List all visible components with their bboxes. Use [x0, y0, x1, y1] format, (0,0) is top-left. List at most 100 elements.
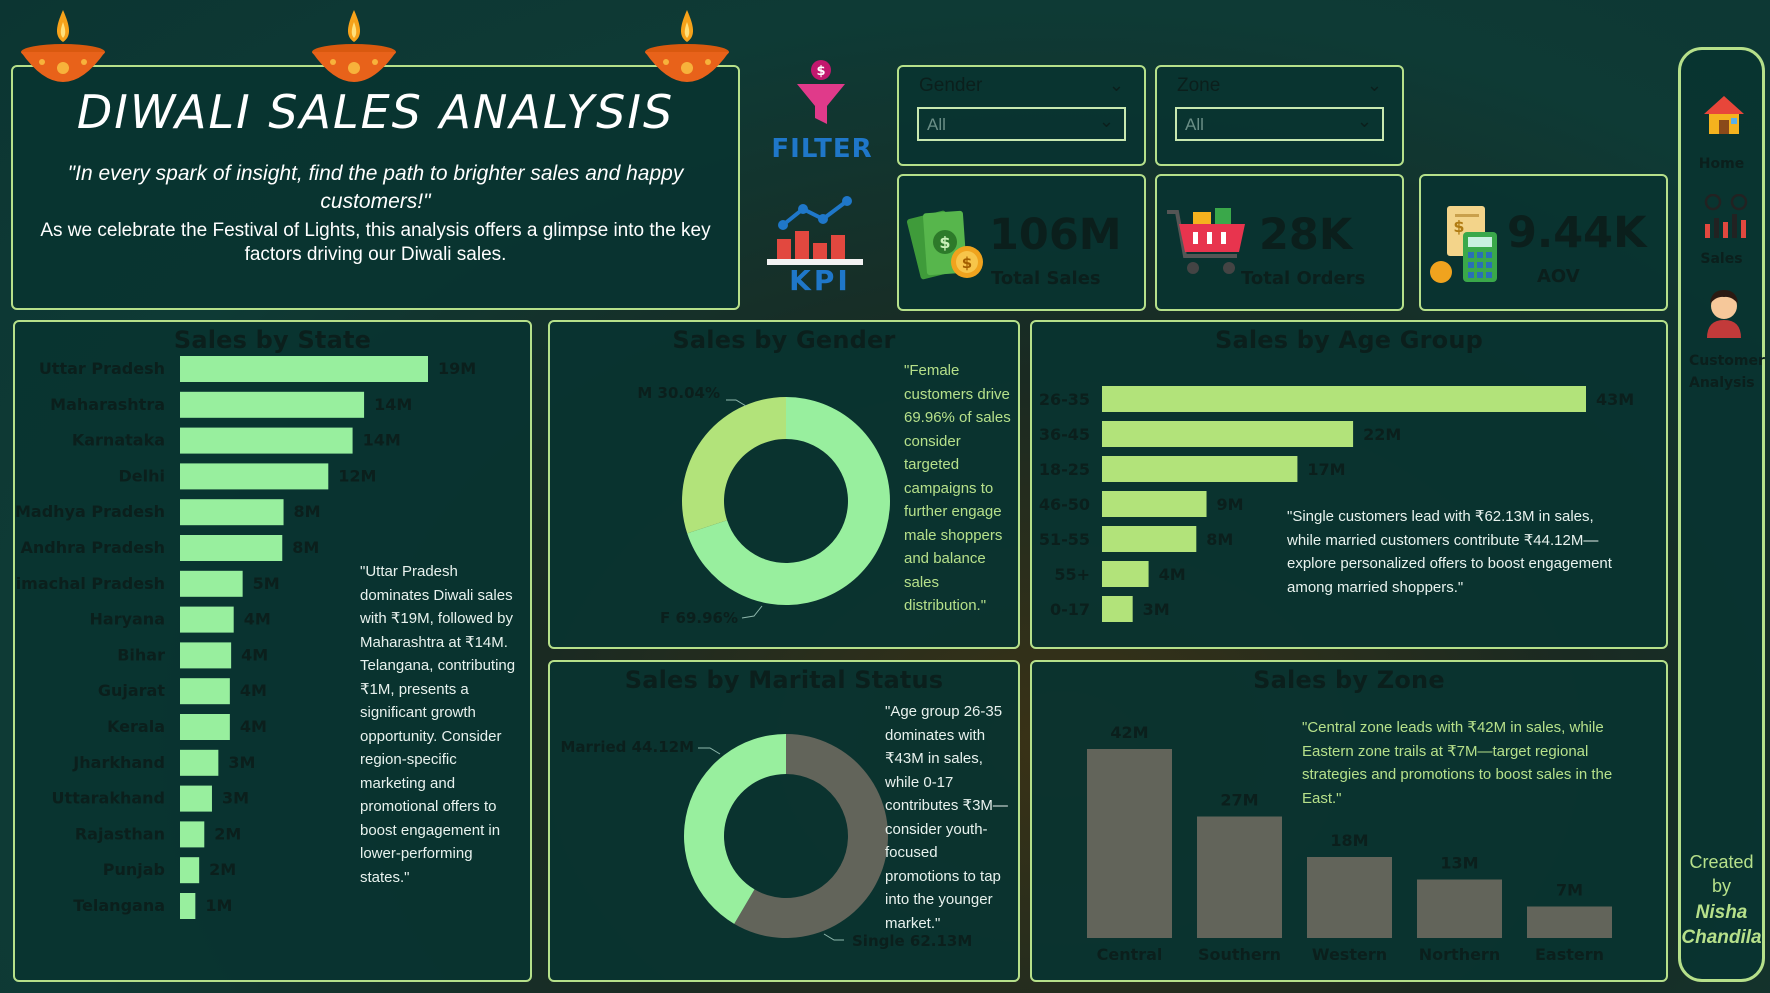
credit-name-last: Chandila	[1681, 927, 1762, 948]
zone-slicer[interactable]: Zone ⌄ All ⌄	[1155, 65, 1404, 166]
gender-dropdown-value: All	[927, 115, 946, 134]
bar	[1527, 906, 1612, 938]
leader-line	[823, 933, 844, 941]
gender-dropdown[interactable]: All ⌄	[917, 107, 1126, 141]
bar	[180, 499, 284, 526]
category-label: 51-55	[1039, 530, 1090, 549]
data-label: 8M	[294, 502, 321, 521]
credit-by: by	[1711, 876, 1731, 896]
kpi-value: 28K	[1259, 210, 1353, 260]
category-label: Himachal Pradesh	[15, 574, 165, 593]
bar	[180, 463, 329, 490]
data-label: 8M	[292, 538, 319, 557]
category-label: Uttarakhand	[52, 789, 165, 808]
category-label: Jharkhand	[72, 753, 165, 772]
category-label: Rajasthan	[75, 824, 165, 843]
data-label: 17M	[1307, 460, 1345, 479]
marital-panel: Sales by Marital Status Single 62.13M Mar…	[548, 660, 1020, 982]
zone-bar-chart: 42M Central 27M Southern 18M Western 13M Northe…	[1087, 723, 1612, 964]
data-label: Single 62.13M	[852, 932, 972, 950]
marital-donut-chart: Single 62.13M Married 44.12M	[561, 734, 972, 950]
bar	[1417, 879, 1502, 938]
category-label: Madhya Pradesh	[15, 502, 165, 521]
chevron-down-icon[interactable]: ⌄	[1356, 111, 1372, 131]
category-label: Gujarat	[98, 681, 165, 700]
data-label: 27M	[1220, 791, 1258, 810]
category-label: Uttar Pradesh	[39, 359, 165, 378]
kpi-label: AOV	[1537, 266, 1580, 287]
bar	[1102, 386, 1586, 412]
data-label: 4M	[240, 681, 267, 700]
gender-slicer[interactable]: Gender ⌄ All ⌄	[897, 65, 1146, 166]
bar	[1197, 816, 1282, 938]
bar	[180, 821, 205, 848]
category-label: 46-50	[1039, 495, 1090, 514]
category-label: Central	[1097, 945, 1163, 964]
bar	[1102, 491, 1207, 517]
zone-dropdown[interactable]: All ⌄	[1175, 107, 1384, 141]
donut-slice	[734, 734, 888, 938]
age-panel: Sales by Age Group 26-35 43M 36-45 22M 18-25…	[1030, 320, 1668, 649]
category-label: Haryana	[90, 610, 166, 629]
data-label: 43M	[1596, 390, 1634, 409]
leader-line	[726, 399, 747, 407]
bar	[1102, 456, 1298, 482]
data-label: 42M	[1110, 723, 1148, 742]
chevron-down-icon[interactable]: ⌄	[1108, 75, 1124, 95]
panel-title: Sales by Gender	[672, 326, 896, 354]
kpi-label: KPI	[789, 264, 851, 297]
kpi-card-aov: $ 9.44K AOV	[1419, 174, 1668, 311]
sales-icon[interactable]	[1701, 194, 1751, 240]
donut-slice	[683, 734, 786, 924]
data-label: 8M	[1206, 530, 1233, 549]
chevron-down-icon[interactable]: ⌄	[1098, 111, 1114, 131]
category-label: Andhra Pradesh	[20, 538, 165, 557]
bar	[180, 356, 428, 382]
nav-home-label[interactable]: Home	[1698, 156, 1745, 172]
data-label: 5M	[253, 574, 280, 593]
gender-slicer-label: Gender	[919, 75, 983, 96]
marital-note: "Age group 26-35 dominates with ₹43M in …	[885, 703, 1008, 932]
gender-donut-chart: F 69.96% M 30.04%	[637, 384, 890, 627]
header-panel: DIWALI SALES ANALYSIS "In every spark of…	[11, 65, 740, 310]
nav-customer-analysis-label[interactable]: Customer Analysis	[1689, 353, 1765, 391]
data-label: 14M	[374, 395, 412, 414]
kpi-value: 9.44K	[1507, 208, 1647, 258]
data-label: 4M	[244, 610, 271, 629]
credit-created: Created	[1689, 852, 1754, 872]
data-label: 14M	[363, 431, 401, 450]
chevron-down-icon[interactable]: ⌄	[1366, 75, 1382, 95]
leader-line	[698, 747, 721, 755]
category-label: Northern	[1419, 945, 1500, 964]
bar	[1087, 749, 1172, 938]
category-label: Western	[1312, 945, 1387, 964]
age-note: "Single customers lead with ₹62.13M in s…	[1287, 508, 1612, 596]
bar	[180, 857, 200, 884]
category-label: 26-35	[1039, 390, 1090, 409]
filter-label: FILTER	[771, 134, 873, 164]
panel-title: Sales by Age Group	[1214, 326, 1484, 354]
category-label: 18-25	[1039, 460, 1090, 479]
category-label: 36-45	[1039, 425, 1090, 444]
page-title: DIWALI SALES ANALYSIS	[76, 85, 675, 139]
data-label: 3M	[1143, 600, 1170, 619]
data-label: 13M	[1440, 854, 1478, 873]
donut-slice	[687, 397, 890, 605]
leader-line	[741, 605, 763, 619]
bar	[1102, 561, 1149, 587]
panel-title: Sales by Zone	[1253, 666, 1445, 694]
category-label: 0-17	[1050, 600, 1090, 619]
bar	[1102, 526, 1197, 552]
panel-title: Sales by State	[173, 326, 372, 354]
customer-icon[interactable]	[1699, 284, 1749, 338]
nav-sales-label[interactable]: Sales	[1700, 251, 1743, 267]
data-label: 3M	[228, 753, 255, 772]
kpi-value: 106M	[989, 210, 1122, 260]
home-icon[interactable]	[1701, 92, 1747, 138]
zone-panel: Sales by Zone 42M Central 27M Southern 18M We…	[1030, 660, 1668, 982]
bar	[180, 427, 353, 454]
category-label: Bihar	[117, 645, 165, 664]
donut-slice	[682, 397, 786, 534]
calculator-icon: $	[1430, 206, 1497, 283]
zone-note: "Central zone leads with ₹42M in sales, …	[1302, 719, 1613, 807]
